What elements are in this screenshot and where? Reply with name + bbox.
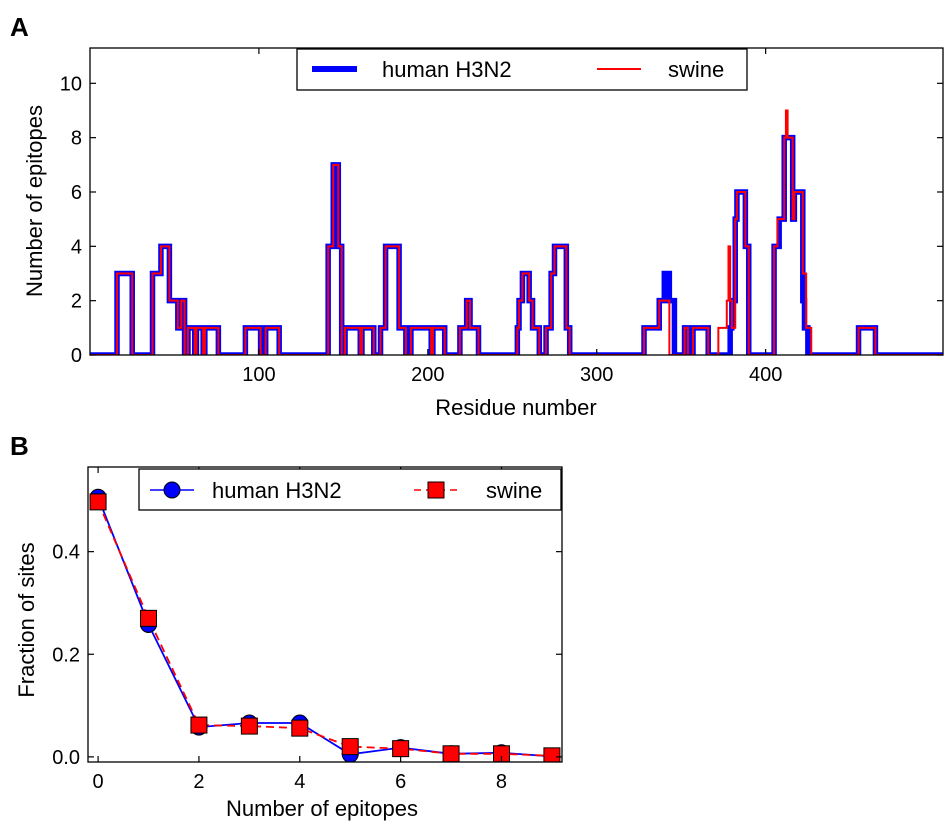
panel-a-xtick-label: 200: [411, 364, 444, 386]
panel-b-xtick-label: 6: [395, 771, 406, 793]
panel-a-ytick-label: 0: [71, 345, 82, 367]
panel-a-xtick-label: 400: [749, 364, 782, 386]
panel-a-frame: [89, 47, 944, 356]
panel-b-ytick-label: 0.4: [52, 542, 80, 564]
panel-b-xtick-label: 2: [193, 771, 204, 793]
panel-a-series-layer: [90, 109, 943, 355]
panel-b-point-swine: [543, 747, 561, 762]
panel-b-point-swine: [442, 745, 460, 762]
panel-a-legend-box: [296, 48, 748, 91]
panel-b-label: B: [10, 431, 29, 461]
panel-b-point-swine: [89, 493, 107, 511]
panel-a-series-line-human: [90, 134, 943, 355]
panel-a-label: A: [10, 12, 29, 42]
panel-b-series-line-human: [97, 496, 552, 758]
panel-b-ytick-label: 0.0: [52, 747, 80, 769]
panel-b-legend-marker-human: [163, 481, 181, 499]
panel-a-legend-label-human: human H3N2: [382, 57, 512, 82]
panel-b-legend-marker-swine: [427, 481, 445, 499]
panel-b-point-swine: [190, 716, 208, 734]
panel-a-xtick-label: 300: [580, 364, 613, 386]
panel-a-y-ticks: 0 2 4 6 8 10: [60, 73, 943, 367]
panel-b-legend: human H3N2 swine: [138, 468, 562, 511]
panel-b-frame: [87, 466, 563, 763]
panel-b-ylabel: Fraction of sites: [14, 542, 39, 697]
panel-a-xtick-label: 100: [242, 364, 275, 386]
panel-a-plot-area: [90, 109, 943, 355]
panel-b-series-layer: [89, 488, 561, 762]
panel-b-series-line-swine: [97, 501, 552, 757]
panel-b-point-swine: [392, 740, 410, 758]
panel-b-legend-label-swine: swine: [486, 478, 542, 503]
panel-a-ytick-label: 4: [71, 236, 82, 258]
panel-b-xtick-label: 4: [294, 771, 305, 793]
panel-b-legend-label-human: human H3N2: [212, 478, 342, 503]
panel-b-point-swine: [240, 717, 258, 735]
panel-a-ytick-label: 2: [71, 291, 82, 313]
panel-b-xtick-label: 8: [496, 771, 507, 793]
panel-b-point-swine: [140, 609, 158, 627]
panel-b-point-swine: [291, 719, 309, 737]
panel-a: A 100 200 300 400 0 2 4 6 8 10 Residue number Nu…: [10, 12, 944, 420]
panel-a-legend: human H3N2 swine: [296, 48, 748, 91]
panel-b: B 0 2 4 6 8 0.0 0.2 0.4 Number of epitopes Fra…: [10, 431, 563, 821]
panel-b-xtick-label: 0: [93, 771, 104, 793]
panel-b-legend-box: [138, 468, 562, 511]
panel-a-xlabel: Residue number: [435, 395, 596, 420]
panel-b-xlabel: Number of epitopes: [226, 796, 418, 821]
panel-b-ytick-label: 0.2: [52, 644, 80, 666]
panel-a-series-line-swine: [90, 109, 943, 355]
panel-b-point-swine: [341, 738, 359, 756]
panel-a-ytick-label: 10: [60, 73, 82, 95]
panel-a-x-ticks: 100 200 300 400: [242, 48, 782, 386]
panel-a-ytick-label: 8: [71, 128, 82, 150]
panel-b-y-ticks: 0.0 0.2 0.4: [52, 542, 562, 769]
panel-a-legend-label-swine: swine: [668, 57, 724, 82]
panel-a-ytick-label: 6: [71, 182, 82, 204]
panel-a-ylabel: Number of epitopes: [22, 105, 47, 297]
